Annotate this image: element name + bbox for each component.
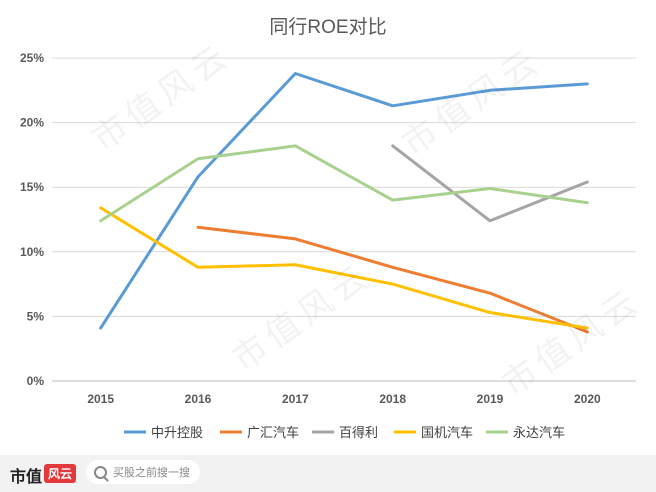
series-line bbox=[99, 72, 589, 330]
x-tick-label: 2018 bbox=[379, 392, 406, 406]
y-tick-label: 20% bbox=[20, 116, 44, 130]
legend-label: 永达汽车 bbox=[513, 425, 565, 440]
brand-logo-text: 市值 bbox=[10, 467, 43, 486]
search-box[interactable]: 买股之前搜一搜 bbox=[86, 460, 200, 484]
x-tick-label: 2015 bbox=[87, 392, 114, 406]
brand-logo-mark: 风云 bbox=[44, 464, 77, 483]
footer-bar: 市值 风云 买股之前搜一搜 bbox=[0, 455, 656, 492]
x-tick-label: 2019 bbox=[477, 392, 504, 406]
y-tick-label: 15% bbox=[20, 180, 44, 194]
x-tick-label: 2020 bbox=[574, 392, 601, 406]
series-line bbox=[99, 144, 589, 223]
grid-lines bbox=[52, 57, 636, 382]
series-line bbox=[196, 225, 589, 334]
y-tick-label: 10% bbox=[20, 245, 44, 259]
legend-label: 百得利 bbox=[339, 425, 378, 440]
x-axis: 2015 2016 2017 2018 2019 2020 bbox=[87, 392, 601, 406]
chart-title: 同行ROE对比 bbox=[269, 16, 386, 38]
series-lines bbox=[99, 72, 589, 334]
x-tick-label: 2017 bbox=[282, 392, 309, 406]
legend-label: 广汇汽车 bbox=[247, 425, 299, 440]
series-line bbox=[99, 206, 589, 330]
legend: 中升控股 广汇汽车 百得利 国机汽车 永达汽车 bbox=[124, 425, 565, 440]
y-tick-label: 5% bbox=[27, 309, 45, 323]
y-axis: 0% 5% 10% 15% 20% 25% bbox=[20, 51, 44, 388]
y-tick-label: 0% bbox=[27, 374, 45, 388]
search-icon bbox=[94, 465, 107, 479]
y-tick-label: 25% bbox=[20, 51, 44, 65]
x-tick-label: 2016 bbox=[185, 392, 212, 406]
search-placeholder: 买股之前搜一搜 bbox=[113, 467, 190, 479]
legend-label: 国机汽车 bbox=[421, 425, 473, 440]
chart: 同行ROE对比 0%5%10%15%20%25% 2015 2016 2017 201… bbox=[20, 16, 636, 440]
chart-card: 同行ROE对比 0% 5% 10% 15% 20% 25% 2015 2016 2017 201… bbox=[0, 0, 656, 455]
legend-label: 中升控股 bbox=[151, 425, 203, 440]
series-line bbox=[391, 144, 589, 223]
